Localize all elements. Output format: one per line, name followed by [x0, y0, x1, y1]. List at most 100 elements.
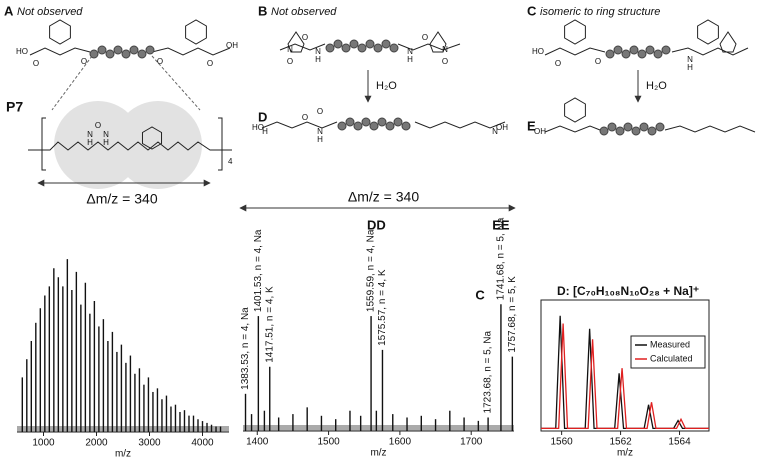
ring: [697, 19, 719, 45]
panel-note: Not observed: [271, 6, 337, 18]
legend-label: Calculated: [650, 353, 693, 363]
peak-marker: DD: [367, 217, 386, 232]
peak-label: 1741.68, n = 5, Na: [496, 217, 507, 300]
reagent: H₂O: [646, 80, 667, 92]
bead: [89, 49, 99, 59]
repeat-count: 4: [228, 157, 233, 166]
bead: [631, 126, 641, 136]
atom-label: H: [407, 55, 413, 64]
bead: [357, 43, 367, 53]
x-axis-label: m/z: [115, 449, 131, 459]
atom-label: O: [302, 33, 308, 42]
bead: [653, 49, 663, 59]
bead: [637, 49, 647, 59]
x-tick-label: 1500: [317, 437, 340, 448]
bead: [607, 122, 617, 132]
atom-label: HO: [532, 47, 544, 56]
atom-label: N: [287, 45, 293, 54]
ring: [185, 19, 207, 45]
bead: [605, 49, 615, 59]
series-line: [541, 323, 709, 430]
bead: [389, 43, 399, 53]
atom-label: H: [262, 127, 268, 136]
panel-label: E: [527, 118, 536, 133]
atom-label: N: [687, 55, 693, 64]
bead: [393, 117, 403, 127]
atom-label: HO: [252, 123, 264, 132]
bead: [373, 43, 383, 53]
bead: [621, 49, 631, 59]
noise-floor: [243, 425, 514, 431]
atom-label: O: [157, 57, 163, 66]
bracket: [41, 117, 223, 171]
legend-box: [630, 335, 706, 369]
ring: [719, 31, 737, 53]
bead: [645, 45, 655, 55]
atom-label: N: [317, 127, 323, 136]
panel-note: isomeric to ring structure: [540, 6, 660, 18]
bond: [544, 125, 756, 133]
ring: [564, 19, 586, 45]
atom-label: N: [315, 47, 321, 56]
atom-label: O: [207, 59, 213, 68]
bead: [365, 39, 375, 49]
bead: [337, 121, 347, 131]
plot-frame: [540, 299, 710, 432]
bead: [145, 45, 155, 55]
peak-marker: C: [475, 287, 485, 302]
atom-label: N: [442, 45, 448, 54]
atom-label: H: [87, 138, 93, 147]
atom-label: O: [287, 57, 293, 66]
panel-label: P7: [6, 99, 23, 115]
zoom-line: [51, 55, 93, 111]
panel-note: Not observed: [17, 6, 83, 18]
panel-label: B: [258, 3, 267, 18]
bead: [105, 49, 115, 59]
bead: [137, 49, 147, 59]
bead: [647, 126, 657, 136]
x-tick-label: 1600: [389, 437, 412, 448]
atom-label: N: [87, 130, 93, 139]
chart-title: D: [C₇₀H₁₀₈N₁₀O₂₈ + Na]⁺: [557, 284, 699, 298]
atom-label: OH: [496, 123, 508, 132]
x-axis-label: m/z: [617, 448, 633, 459]
bond: [261, 121, 506, 129]
bead: [349, 39, 359, 49]
atom-label: H: [103, 138, 109, 147]
panel-label: A: [4, 3, 14, 18]
ring: [564, 97, 586, 123]
x-tick-label: 1400: [246, 437, 269, 448]
peak-label: 1417.51, n = 4, K: [264, 286, 275, 363]
bead: [385, 121, 395, 131]
span-label: Δm/z = 340: [348, 189, 419, 205]
bead: [661, 45, 671, 55]
peak-marker: EE: [492, 217, 510, 232]
bead: [377, 117, 387, 127]
atom-label: OH: [534, 127, 546, 136]
peak-label: 1723.68, n = 5, Na: [483, 330, 494, 413]
atom-label: O: [81, 57, 87, 66]
peak-label: 1559.59, n = 4, Na: [366, 229, 377, 312]
bead: [129, 45, 139, 55]
bead: [401, 121, 411, 131]
bead: [655, 122, 665, 132]
atom-label: N: [103, 130, 109, 139]
atom-label: HO: [16, 47, 28, 56]
atom-label: O: [33, 59, 39, 68]
bead: [613, 45, 623, 55]
x-tick-label: 1000: [32, 438, 55, 449]
x-tick-label: 1560: [551, 437, 574, 448]
bead: [325, 43, 335, 53]
x-tick-label: 1564: [668, 437, 691, 448]
bead: [345, 117, 355, 127]
atom-label: H: [317, 135, 323, 144]
peak-label: 1575.57, n = 4, K: [377, 269, 388, 346]
bead: [361, 117, 371, 127]
atom-label: H: [315, 55, 321, 64]
atom-label: O: [302, 113, 308, 122]
series-line: [541, 315, 709, 430]
bead: [333, 39, 343, 49]
atom-label: O: [95, 121, 101, 130]
bead: [639, 122, 649, 132]
